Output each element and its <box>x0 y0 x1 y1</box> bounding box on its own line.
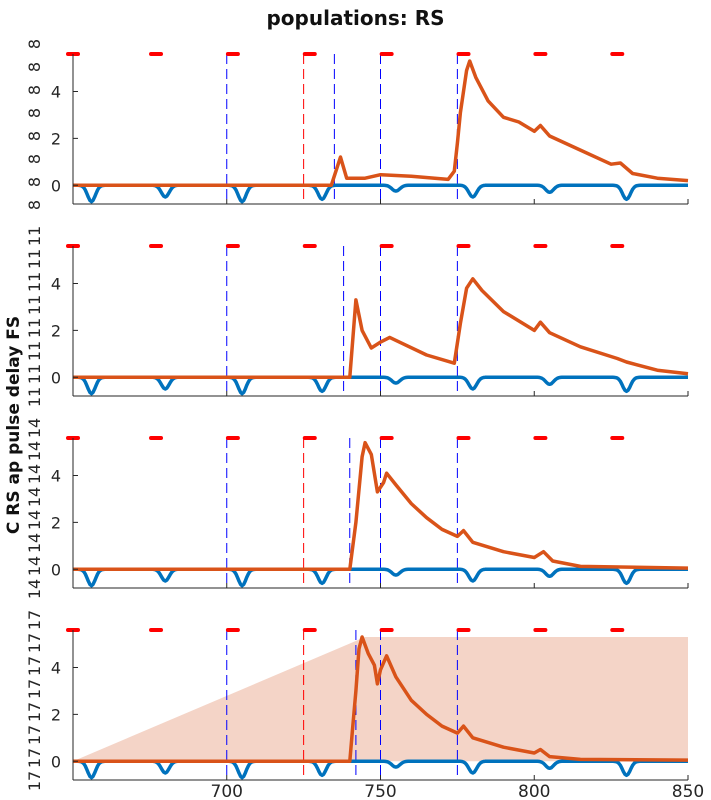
stacked-tick-label: 8 <box>25 154 44 164</box>
stacked-tick-label: 17 <box>25 656 44 676</box>
orange-trace <box>73 277 689 380</box>
stacked-tick-label: 14 <box>25 487 44 507</box>
stacked-tick-label: 14 <box>25 418 44 438</box>
stacked-tick-label: 11 <box>25 226 44 246</box>
stacked-tick-label: 11 <box>25 387 44 407</box>
y-tick-label: 0 <box>51 560 61 579</box>
stacked-tick-label: 17 <box>25 679 44 699</box>
x-tick-label: 850 <box>672 782 704 800</box>
stacked-tick-label: 8 <box>25 200 44 210</box>
x-tick-label: 700 <box>211 782 243 800</box>
stacked-tick-label: 17 <box>25 725 44 745</box>
stacked-tick-label: 11 <box>25 341 44 361</box>
stacked-tick-label: 8 <box>25 62 44 72</box>
orange-trace <box>73 440 689 572</box>
stacked-tick-label: 14 <box>25 533 44 553</box>
stacked-tick-label: 14 <box>25 441 44 461</box>
y-tick-label: 2 <box>51 321 61 340</box>
stacked-tick-label: 17 <box>25 702 44 722</box>
orange-trace <box>73 635 689 764</box>
panel-4: 0 2 4 17 17 17 17 17 17 17 17 <box>25 610 689 791</box>
chart-title: populations: RS <box>266 6 445 30</box>
y-tick-label: 2 <box>51 513 61 532</box>
stacked-tick-label: 14 <box>25 510 44 530</box>
y-tick-label: 4 <box>51 83 61 102</box>
x-tick-label: 800 <box>518 782 550 800</box>
stacked-tick-label: 8 <box>25 131 44 141</box>
stacked-tick-label: 11 <box>25 249 44 269</box>
y-tick-label: 4 <box>51 659 61 678</box>
y-tick-label: 0 <box>51 368 61 387</box>
stacked-tick-label: 8 <box>25 108 44 118</box>
stacked-tick-label: 17 <box>25 771 44 791</box>
stacked-tick-label: 8 <box>25 177 44 187</box>
y-tick-label: 2 <box>51 705 61 724</box>
y-tick-label: 4 <box>51 275 61 294</box>
stacked-tick-label: 14 <box>25 579 44 599</box>
stacked-tick-label: 8 <box>25 39 44 49</box>
stacked-tick-label: 17 <box>25 610 44 630</box>
stacked-tick-label: 11 <box>25 364 44 384</box>
panel-3: 0 2 4 14 14 14 14 14 14 14 14 <box>25 418 689 599</box>
stacked-tick-label: 11 <box>25 295 44 315</box>
x-tick-label: 750 <box>364 782 396 800</box>
stacked-tick-label: 17 <box>25 633 44 653</box>
stacked-tick-label: 11 <box>25 318 44 338</box>
stacked-tick-label: 17 <box>25 748 44 768</box>
stacked-tick-label: 14 <box>25 556 44 576</box>
y-tick-label: 4 <box>51 467 61 486</box>
y-tick-label: 0 <box>51 752 61 771</box>
y-tick-label: 0 <box>51 176 61 195</box>
stacked-tick-label: 8 <box>25 85 44 95</box>
panel-2: 0 2 4 11 11 11 11 11 11 11 11 <box>25 226 689 407</box>
stacked-tick-label: 11 <box>25 272 44 292</box>
y-tick-label: 2 <box>51 129 61 148</box>
stacked-tick-label: 14 <box>25 464 44 484</box>
orange-trace <box>73 59 689 188</box>
